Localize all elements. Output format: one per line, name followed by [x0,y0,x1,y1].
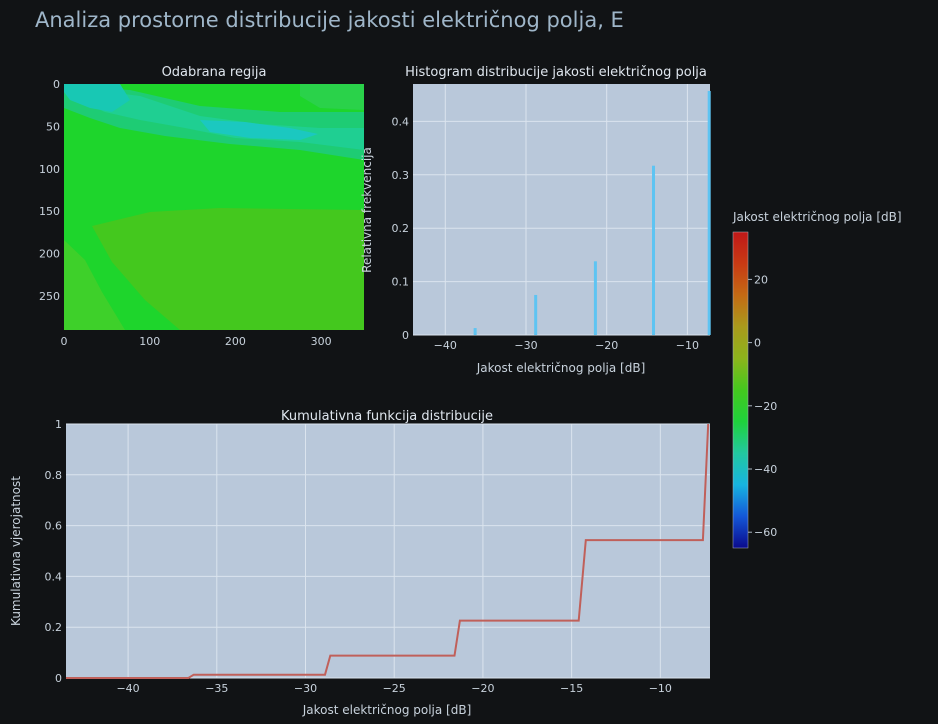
histogram-bars [473,90,711,335]
heatmap-x-tick-label: 200 [225,335,246,348]
colorbar-tick-label: −20 [754,400,777,413]
histogram-bar [652,165,656,335]
heatmap-y-ticks: 0 50 100 150 200 250 [39,78,60,303]
cdf-x-tick-label: −25 [383,682,406,695]
colorbar-tick-label: 20 [754,273,768,286]
histogram-x-tick-label: −20 [595,339,618,352]
cdf-plot-area [66,424,710,678]
heatmap-region-lower-left [64,240,125,330]
cdf-panel: Kumulativna funkcija distribucije −40 −35… [9,409,710,717]
histogram-bar [707,90,711,335]
cdf-series-line [66,423,710,679]
cdf-y-tick-label: 0.8 [45,469,63,482]
heatmap-region-hot-center [200,120,318,140]
colorbar: Jakost električnog polja [dB] 20 0 −20 −40 −… [732,210,902,549]
heatmap-region-right [300,84,364,110]
cdf-y-tick-label: 0.4 [45,570,63,583]
heatmap-region-lower [92,208,364,330]
cdf-x-tick-label: −35 [205,682,228,695]
cdf-x-tick-label: −40 [116,682,139,695]
histogram-y-ticks: 0 0.1 0.2 0.3 0.4 [392,115,410,342]
page-title: Analiza prostorne distribucije jakosti e… [35,8,624,32]
histogram-y-axis-label: Relativna frekvencija [360,147,374,273]
histogram-x-tick-label: −40 [434,339,457,352]
histogram-y-tick-label: 0.2 [392,222,410,235]
histogram-x-axis-label: Jakost električnog polja [dB] [476,361,646,375]
cdf-x-tick-label: −20 [471,682,494,695]
colorbar-tick-label: −40 [754,463,777,476]
heatmap-image [64,84,364,330]
cdf-x-tick-label: −10 [649,682,672,695]
cdf-y-tick-label: 1 [55,418,62,431]
cdf-x-axis-label: Jakost električnog polja [dB] [302,703,472,717]
cdf-y-ticks: 0 0.2 0.4 0.6 0.8 1 [45,418,63,685]
histogram-y-tick-label: 0.4 [392,115,410,128]
histogram-bar [593,261,597,335]
cdf-y-axis-label: Kumulativna vjerojatnost [9,476,23,626]
heatmap-x-tick-label: 100 [139,335,160,348]
histogram-y-tick-label: 0.1 [392,276,410,289]
histogram-bar [534,294,538,335]
histogram-y-tick-label: 0 [402,329,409,342]
heatmap-y-tick-label: 50 [46,120,60,133]
heatmap-panel: Odabrana regija 0 100 200 300 0 50 100 150 200 2… [39,65,364,348]
histogram-x-tick-label: −10 [676,339,699,352]
colorbar-tick-label: −60 [754,526,777,539]
histogram-x-tick-label: −30 [514,339,537,352]
heatmap-title: Odabrana regija [162,65,267,80]
cdf-y-tick-label: 0.2 [45,621,63,634]
histogram-plot-area [413,84,710,335]
cdf-y-tick-label: 0 [55,672,62,685]
cdf-title: Kumulativna funkcija distribucije [281,409,493,424]
heatmap-x-tick-label: 300 [311,335,332,348]
heatmap-y-tick-label: 100 [39,163,60,176]
colorbar-ticks: 20 0 −20 −40 −60 [748,273,777,539]
histogram-title: Histogram distribucije jakosti električn… [405,65,707,80]
cdf-x-tick-label: −15 [560,682,583,695]
heatmap-y-tick-label: 150 [39,205,60,218]
colorbar-title: Jakost električnog polja [dB] [732,210,902,224]
histogram-bar [473,328,477,335]
histogram-panel: Histogram distribucije jakosti električn… [360,65,711,375]
heatmap-x-tick-label: 0 [61,335,68,348]
heatmap-y-tick-label: 250 [39,290,60,303]
colorbar-tick-label: 0 [754,337,761,350]
histogram-y-tick-label: 0.3 [392,169,410,182]
histogram-x-ticks: −40 −30 −20 −10 [434,339,699,352]
cdf-y-tick-label: 0.6 [45,520,63,533]
heatmap-region-hot-left [64,84,130,112]
cdf-x-ticks: −40 −35 −30 −25 −20 −15 −10 [116,682,671,695]
heatmap-x-ticks: 0 100 200 300 [61,335,332,348]
colorbar-gradient [732,231,749,549]
histogram-grid [413,84,710,336]
heatmap-y-tick-label: 200 [39,248,60,261]
heatmap-y-tick-label: 0 [53,78,60,91]
cdf-x-tick-label: −30 [294,682,317,695]
